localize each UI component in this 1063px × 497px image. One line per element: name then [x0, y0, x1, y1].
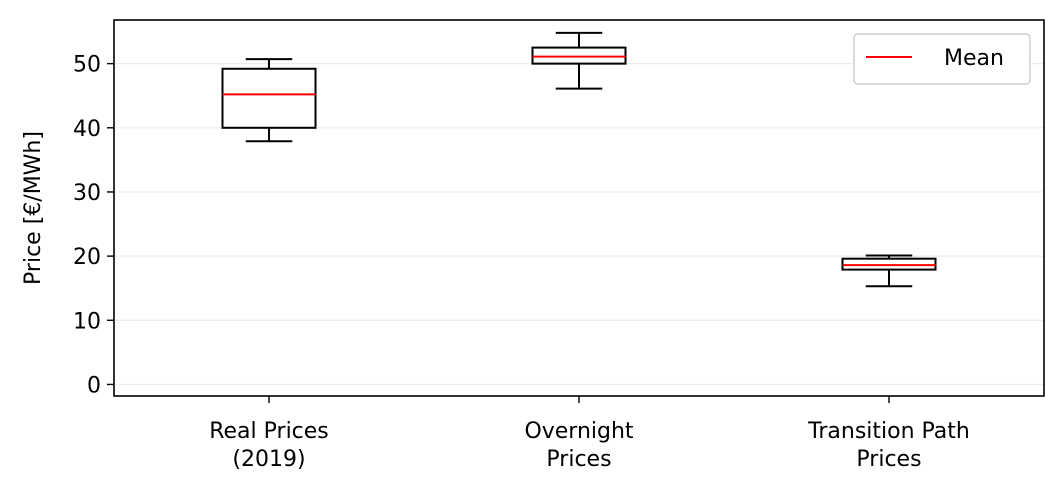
x-tick-label: Real Prices (2019) — [209, 419, 329, 472]
legend-frame — [853, 33, 1031, 85]
x-axis: Real Prices (2019) Overnight Prices Transiti… — [209, 396, 970, 472]
box-group — [531, 31, 627, 90]
y-tick-label: 40 — [73, 117, 101, 142]
y-tick-label: 50 — [73, 53, 101, 78]
x-tick-label: Overnight Prices — [524, 419, 633, 472]
y-axis: 0 10 20 30 40 50 — [73, 53, 114, 398]
y-tick-label: 30 — [73, 181, 101, 206]
box-series — [221, 31, 937, 288]
box-group — [841, 254, 937, 288]
y-axis-label: Price [€/MWh] — [21, 131, 46, 285]
x-tick-label: Transition Path Prices — [807, 419, 970, 472]
box-group — [221, 58, 317, 143]
legend: Mean — [853, 33, 1031, 85]
y-tick-label: 20 — [73, 245, 101, 270]
iqr-box — [221, 67, 317, 129]
y-tick-label: 10 — [73, 309, 101, 334]
y-tick-label: 0 — [87, 373, 101, 398]
legend-mean-label: Mean — [944, 46, 1004, 71]
